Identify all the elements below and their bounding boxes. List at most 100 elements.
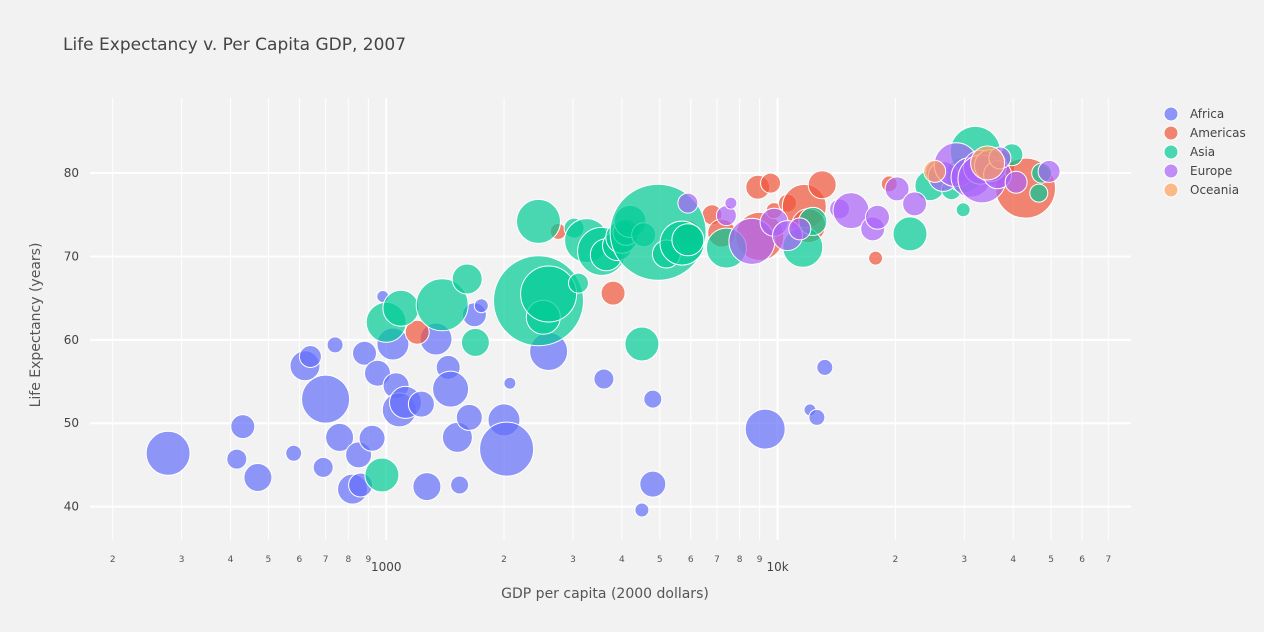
data-point[interactable]	[404, 319, 430, 345]
data-point[interactable]	[364, 457, 400, 493]
data-point[interactable]	[145, 430, 191, 476]
x-tick-label: 5	[657, 555, 663, 565]
x-tick-label: 4	[228, 555, 234, 565]
x-tick-label: 2	[893, 555, 899, 565]
series-oceania	[923, 145, 1006, 183]
data-point[interactable]	[473, 298, 489, 314]
legend-item-asia[interactable]: Asia	[1163, 144, 1215, 160]
legend-label: Oceania	[1190, 183, 1239, 197]
legend-label: Africa	[1190, 107, 1224, 121]
data-point[interactable]	[1004, 170, 1028, 194]
legend-label: Europe	[1190, 164, 1232, 178]
data-point[interactable]	[364, 359, 391, 387]
data-point[interactable]	[226, 448, 248, 470]
data-point[interactable]	[503, 376, 517, 390]
data-point[interactable]	[724, 196, 738, 210]
data-point[interactable]	[902, 191, 928, 217]
y-tick-labels: 40 50 60 70 80	[64, 166, 79, 514]
data-point[interactable]	[285, 444, 303, 462]
x-tick-label: 5	[266, 555, 272, 565]
y-axis-title: Life Expectancy (years)	[28, 243, 44, 408]
data-point[interactable]	[301, 374, 351, 424]
data-point[interactable]	[479, 421, 535, 477]
x-tick-label: 3	[179, 555, 185, 565]
data-point[interactable]	[892, 216, 928, 252]
data-point[interactable]	[955, 202, 971, 218]
data-point[interactable]	[671, 223, 705, 257]
data-point[interactable]	[788, 217, 812, 241]
x-tick-label: 8	[737, 555, 743, 565]
legend-item-europe[interactable]: Europe	[1163, 163, 1232, 179]
legend-label: Asia	[1190, 145, 1215, 159]
data-point[interactable]	[352, 340, 377, 366]
y-tick-label: 80	[64, 166, 79, 180]
x-tick-label: 7	[714, 555, 720, 565]
legend-marker	[1163, 125, 1179, 141]
x-tick-label: 8	[345, 555, 351, 565]
x-tick-label: 6	[1079, 555, 1085, 565]
data-point[interactable]	[593, 368, 615, 390]
legend-marker	[1163, 144, 1179, 160]
x-tick-label: 9	[365, 555, 371, 565]
data-point[interactable]	[412, 472, 442, 502]
legend-item-africa[interactable]: Africa	[1163, 106, 1224, 122]
data-point[interactable]	[624, 326, 660, 362]
data-point[interactable]	[230, 414, 256, 440]
x-tick-label: 10k	[766, 560, 788, 574]
data-point[interactable]	[1029, 183, 1049, 203]
legend[interactable]: Africa Americas Asia Europe Oceania	[1163, 106, 1246, 198]
data-point[interactable]	[760, 172, 782, 194]
data-point[interactable]	[298, 345, 322, 368]
data-point[interactable]	[970, 145, 1006, 181]
data-point[interactable]	[516, 198, 561, 244]
x-tick-label: 2	[110, 555, 116, 565]
data-point[interactable]	[382, 289, 420, 327]
data-point[interactable]	[451, 263, 483, 295]
data-point[interactable]	[868, 250, 884, 266]
data-point[interactable]	[455, 403, 483, 431]
data-point[interactable]	[415, 278, 469, 332]
data-point[interactable]	[460, 327, 490, 357]
x-axis-title: GDP per capita (2000 dollars)	[501, 586, 709, 602]
data-point[interactable]	[325, 422, 355, 452]
data-point[interactable]	[312, 456, 334, 478]
data-point[interactable]	[884, 176, 910, 202]
data-point[interactable]	[816, 358, 834, 376]
data-point[interactable]	[639, 470, 667, 498]
legend-item-oceania[interactable]: Oceania	[1163, 182, 1239, 198]
x-tick-labels: 2 3 4 5 6 7 8 9 1000 2 3 4 5 6 7 8 9 10k 2 3 4 5 6 7	[110, 555, 1111, 574]
data-point[interactable]	[744, 408, 786, 450]
data-point[interactable]	[807, 170, 837, 200]
data-point[interactable]	[568, 272, 589, 294]
data-point[interactable]	[407, 390, 435, 418]
data-point[interactable]	[808, 408, 826, 426]
x-tick-label: 9	[757, 555, 763, 565]
data-point[interactable]	[432, 370, 470, 408]
data-point[interactable]	[677, 192, 699, 214]
data-point[interactable]	[865, 204, 890, 230]
x-tick-label: 6	[688, 555, 694, 565]
chart-title: Life Expectancy v. Per Capita GDP, 2007	[63, 35, 406, 55]
x-tick-label: 1000	[371, 560, 402, 574]
data-point[interactable]	[634, 502, 650, 518]
data-point[interactable]	[358, 424, 386, 452]
y-tick-label: 40	[64, 500, 79, 514]
x-tick-label: 4	[619, 555, 625, 565]
data-point[interactable]	[600, 280, 626, 306]
data-point[interactable]	[450, 475, 470, 495]
legend-label: Americas	[1190, 126, 1246, 140]
data-point[interactable]	[326, 336, 344, 354]
data-point[interactable]	[520, 265, 578, 323]
x-tick-label: 7	[323, 555, 329, 565]
data-point[interactable]	[643, 389, 663, 409]
data-points	[145, 125, 1061, 518]
data-point[interactable]	[923, 159, 947, 183]
legend-marker	[1163, 182, 1179, 198]
y-tick-label: 60	[64, 333, 79, 347]
data-point[interactable]	[243, 463, 273, 492]
data-point[interactable]	[1037, 159, 1061, 183]
y-tick-label: 70	[64, 249, 79, 263]
legend-item-americas[interactable]: Americas	[1163, 125, 1246, 141]
legend-marker	[1163, 106, 1179, 122]
